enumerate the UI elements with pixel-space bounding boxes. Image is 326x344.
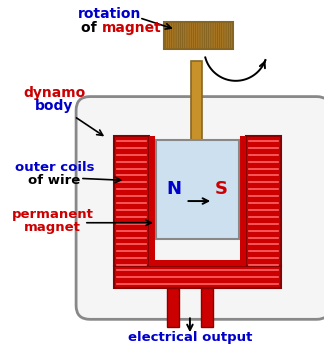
Bar	[191, 61, 202, 217]
Bar	[201, 288, 213, 327]
Text: permanent: permanent	[11, 208, 93, 221]
Text: magnet: magnet	[102, 21, 161, 35]
Text: dynamo: dynamo	[23, 86, 85, 100]
Bar	[149, 136, 155, 266]
Text: magnet: magnet	[24, 221, 81, 234]
Text: of: of	[81, 21, 102, 35]
Text: body: body	[35, 99, 74, 114]
Bar	[245, 136, 281, 266]
Bar	[149, 260, 245, 266]
Text: of wire: of wire	[28, 174, 81, 187]
Bar	[113, 266, 281, 288]
Bar	[164, 22, 233, 49]
Text: S: S	[215, 180, 228, 198]
Text: outer coils: outer coils	[15, 161, 94, 174]
Bar	[113, 136, 149, 266]
Bar	[156, 140, 239, 238]
Bar	[167, 288, 179, 327]
FancyBboxPatch shape	[76, 97, 326, 319]
Text: rotation: rotation	[78, 7, 141, 21]
Text: electrical output: electrical output	[128, 331, 253, 344]
Bar	[240, 136, 245, 266]
Bar	[149, 136, 245, 266]
Text: N: N	[166, 180, 181, 198]
